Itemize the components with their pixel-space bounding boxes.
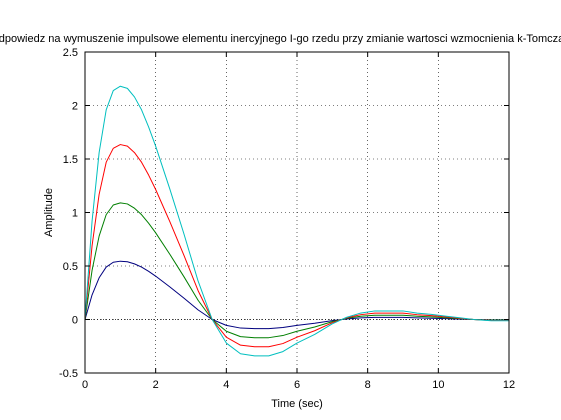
axis-ticks [84, 51, 510, 374]
series-line-2 [84, 202, 509, 339]
x-tick-label: 6 [294, 379, 300, 391]
series-line-4 [84, 85, 509, 357]
grid [85, 52, 509, 373]
chart-title: Odpowiedz na wymuszenie impulsowe elemen… [0, 33, 561, 45]
y-tick-labels: -0.5 0 0.5 1 1.5 2 2.5 [59, 47, 78, 380]
x-tick-labels: 0 2 4 6 8 10 12 [82, 379, 515, 391]
y-tick-label: -0.5 [59, 368, 78, 380]
series-layer [84, 85, 509, 357]
series-line-3 [84, 144, 509, 348]
y-tick-label: 0 [72, 315, 78, 327]
series-line-1 [84, 260, 509, 330]
x-axis-label: Time (sec) [271, 398, 323, 410]
x-tick-label: 0 [82, 379, 88, 391]
x-tick-label: 12 [503, 379, 515, 391]
x-tick-label: 4 [223, 379, 229, 391]
y-tick-label: 2 [72, 101, 78, 113]
y-tick-label: 0.5 [63, 261, 78, 273]
x-tick-label: 2 [153, 379, 159, 391]
y-tick-label: 2.5 [63, 47, 78, 59]
x-tick-label: 10 [432, 379, 444, 391]
x-tick-label: 8 [365, 379, 371, 391]
y-tick-label: 1 [72, 208, 78, 220]
y-axis-label: Amplitude [43, 188, 55, 237]
y-tick-label: 1.5 [63, 154, 78, 166]
